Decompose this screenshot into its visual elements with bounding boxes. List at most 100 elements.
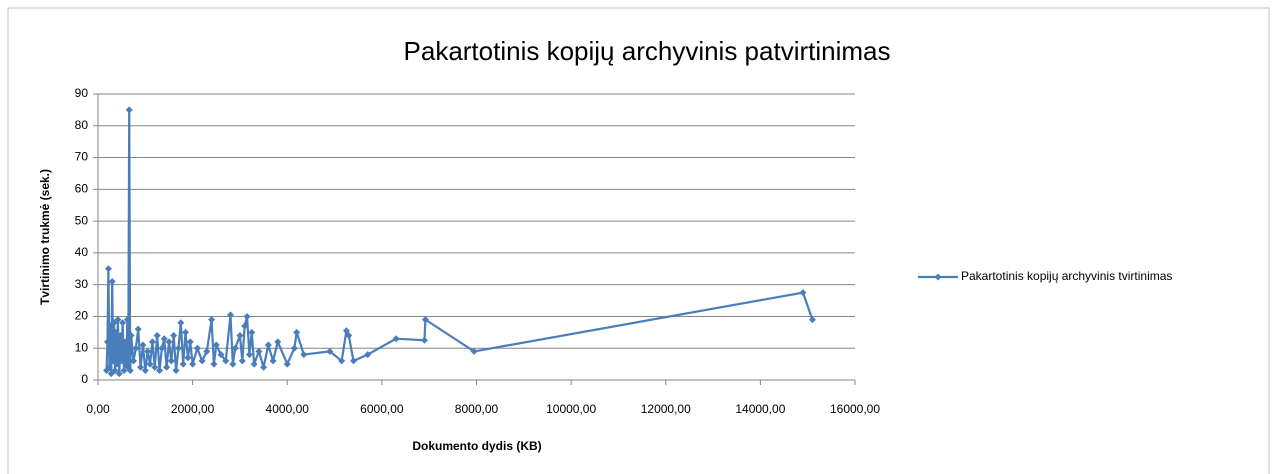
data-point — [113, 360, 121, 368]
data-point — [238, 357, 246, 365]
data-point — [193, 344, 201, 352]
legend-label: Pakartotinis kopijų archyvinis tvirtinim… — [961, 269, 1172, 283]
data-point — [184, 354, 192, 362]
chart-frame — [7, 7, 1270, 474]
data-point — [121, 338, 129, 346]
data-point — [153, 332, 161, 340]
data-point — [104, 265, 112, 273]
series-line — [105, 108, 814, 375]
data-point — [264, 341, 272, 349]
data-point — [120, 366, 128, 374]
data-point — [117, 332, 125, 340]
data-point — [799, 289, 807, 297]
data-point — [111, 366, 119, 374]
data-point — [105, 363, 113, 371]
legend-marker — [934, 273, 942, 281]
data-point — [118, 357, 126, 365]
data-point — [177, 319, 185, 327]
data-point — [167, 357, 175, 365]
y-tick-label: 40 — [75, 245, 89, 259]
data-point — [222, 357, 230, 365]
data-point — [198, 357, 206, 365]
data-point — [186, 338, 194, 346]
x-tick-label: 12000,00 — [641, 402, 691, 416]
data-point — [212, 341, 220, 349]
y-tick-label: 80 — [75, 118, 89, 132]
data-point — [134, 325, 142, 333]
x-tick-label: 6000,00 — [360, 402, 404, 416]
x-tick-label: 4000,00 — [266, 402, 310, 416]
chart-title: Pakartotinis kopijų archyvinis patvirtin… — [404, 36, 891, 66]
data-point — [420, 336, 428, 344]
data-point — [421, 316, 429, 324]
y-tick-label: 50 — [75, 213, 89, 227]
data-point — [163, 363, 171, 371]
data-point — [148, 338, 156, 346]
data-point — [127, 332, 135, 340]
data-point — [364, 351, 372, 359]
data-point — [290, 344, 298, 352]
y-tick-label: 0 — [81, 372, 88, 386]
data-point — [260, 363, 268, 371]
data-point — [160, 335, 168, 343]
data-point — [146, 360, 154, 368]
data-point — [345, 332, 353, 340]
data-point — [129, 357, 137, 365]
data-point — [349, 357, 357, 365]
data-point — [808, 316, 816, 324]
y-tick-label: 30 — [75, 277, 89, 291]
data-point — [208, 316, 216, 324]
data-point — [342, 327, 350, 335]
x-tick-label: 0,00 — [86, 402, 110, 416]
data-point — [174, 344, 182, 352]
y-axis-title: Tvirtinimo trukmė (sek.) — [38, 169, 52, 305]
data-point — [165, 338, 173, 346]
data-point — [210, 360, 218, 368]
y-tick-label: 10 — [75, 340, 89, 354]
data-point — [172, 366, 180, 374]
data-point — [338, 357, 346, 365]
data-point — [158, 344, 166, 352]
data-point — [179, 360, 187, 368]
y-tick-label: 90 — [75, 86, 89, 100]
data-point — [241, 322, 249, 330]
data-point — [126, 366, 134, 374]
data-point — [245, 351, 253, 359]
data-point — [123, 316, 131, 324]
x-tick-label: 8000,00 — [455, 402, 499, 416]
data-point — [203, 347, 211, 355]
data-point — [392, 335, 400, 343]
data-point — [293, 328, 301, 336]
y-tick-label: 20 — [75, 309, 89, 323]
data-point — [114, 316, 122, 324]
data-point — [236, 332, 244, 340]
data-point — [151, 363, 159, 371]
data-point — [132, 344, 140, 352]
data-point — [283, 360, 291, 368]
data-point — [125, 106, 133, 114]
data-point — [274, 338, 282, 346]
data-point — [248, 328, 256, 336]
data-point — [156, 366, 164, 374]
data-point — [119, 319, 127, 327]
data-point — [243, 312, 251, 320]
x-tick-label: 14000,00 — [735, 402, 785, 416]
data-point — [229, 360, 237, 368]
x-axis-title: Dokumento dydis (KB) — [412, 439, 541, 453]
x-tick-label: 16000,00 — [830, 402, 880, 416]
data-point — [182, 328, 190, 336]
data-point — [226, 311, 234, 319]
y-tick-label: 70 — [75, 150, 89, 164]
data-point — [139, 341, 147, 349]
data-point — [103, 338, 111, 346]
y-tick-label: 60 — [75, 182, 89, 196]
data-point — [231, 344, 239, 352]
data-point — [141, 366, 149, 374]
data-point — [255, 347, 263, 355]
data-point — [144, 347, 152, 355]
data-point — [326, 347, 334, 355]
data-point — [108, 277, 116, 285]
x-tick-label: 2000,00 — [171, 402, 215, 416]
